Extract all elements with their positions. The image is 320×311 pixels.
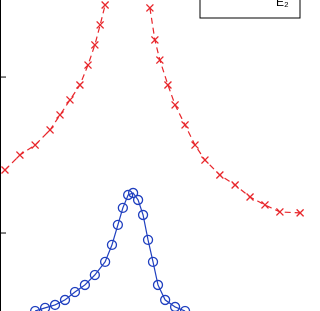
marker bbox=[181, 120, 190, 129]
marker bbox=[69, 286, 81, 298]
marker bbox=[59, 294, 71, 306]
marker bbox=[163, 81, 172, 89]
legend-box bbox=[199, 0, 301, 19]
plot-area bbox=[1, 1, 305, 311]
marker bbox=[46, 125, 55, 134]
marker bbox=[79, 279, 91, 291]
marker bbox=[31, 141, 40, 150]
marker bbox=[275, 208, 284, 216]
marker bbox=[147, 256, 159, 268]
legend-label: E₂ bbox=[276, 0, 289, 9]
marker bbox=[261, 200, 269, 209]
marker bbox=[231, 181, 240, 189]
marker bbox=[179, 305, 191, 311]
marker bbox=[159, 294, 171, 306]
marker bbox=[39, 302, 51, 311]
marker bbox=[117, 202, 128, 214]
marker bbox=[99, 256, 111, 268]
marker bbox=[15, 151, 24, 159]
marker bbox=[215, 171, 224, 179]
marker bbox=[101, 1, 110, 9]
marker bbox=[122, 189, 134, 201]
marker bbox=[49, 299, 61, 311]
marker bbox=[127, 187, 139, 199]
marker bbox=[106, 239, 118, 251]
marker bbox=[142, 234, 154, 246]
marker bbox=[155, 56, 164, 65]
marker bbox=[84, 61, 92, 69]
marker bbox=[200, 156, 209, 164]
marker bbox=[150, 35, 159, 44]
marker bbox=[56, 110, 64, 119]
series-line bbox=[4, 4, 301, 214]
marker bbox=[75, 81, 84, 89]
marker bbox=[152, 279, 164, 291]
marker bbox=[1, 166, 9, 174]
chart: E₂ bbox=[0, 0, 305, 311]
marker bbox=[112, 219, 124, 231]
marker bbox=[169, 301, 181, 311]
marker bbox=[246, 193, 255, 201]
marker bbox=[137, 209, 149, 221]
marker bbox=[89, 269, 101, 281]
marker bbox=[90, 40, 99, 49]
marker bbox=[191, 141, 199, 150]
marker bbox=[96, 20, 105, 29]
marker bbox=[296, 208, 305, 217]
marker bbox=[171, 101, 180, 109]
marker bbox=[66, 96, 74, 104]
series-line bbox=[34, 192, 186, 311]
legend: E₂ bbox=[199, 0, 301, 19]
marker bbox=[29, 305, 41, 311]
marker bbox=[145, 3, 154, 12]
marker bbox=[132, 194, 144, 206]
